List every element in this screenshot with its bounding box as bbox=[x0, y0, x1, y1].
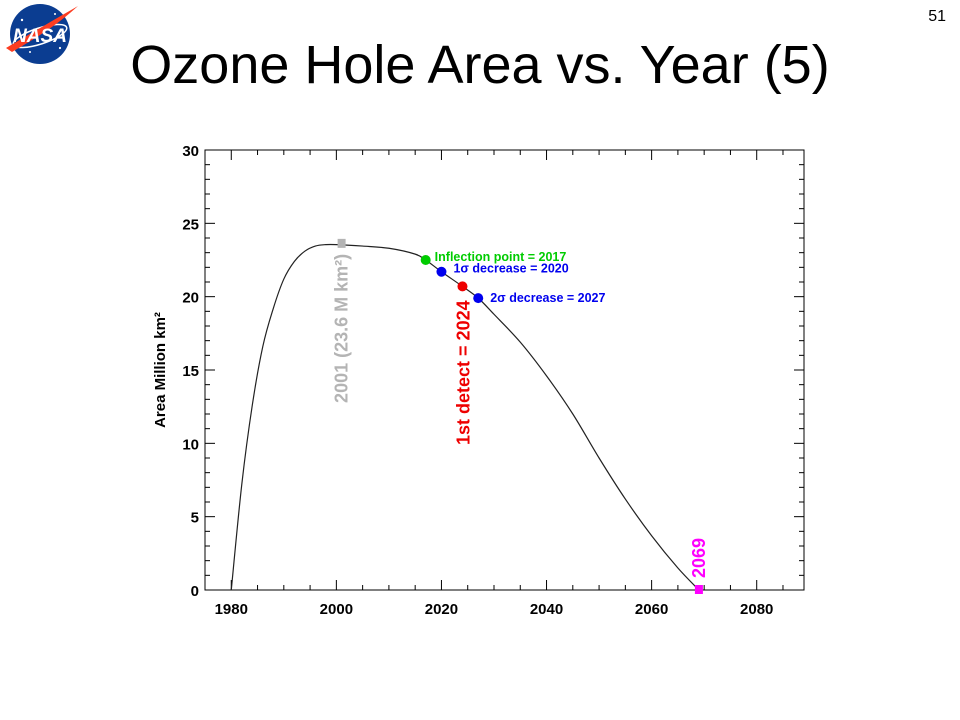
x-tick-label: 2060 bbox=[635, 601, 668, 618]
y-tick-label: 20 bbox=[182, 290, 199, 307]
slide-number: 51 bbox=[928, 8, 946, 25]
label-1sigma-decrease: 1σ decrease = 2020 bbox=[453, 262, 568, 276]
marker-2sigma-decrease bbox=[473, 293, 484, 304]
label-inflection-point: Inflection point = 2017 bbox=[435, 250, 567, 264]
label-2001-peak: 2001 (23.6 M km²) bbox=[332, 254, 352, 403]
marker-2069 bbox=[694, 585, 703, 594]
marker-inflection-point bbox=[420, 255, 431, 265]
y-tick-label: 5 bbox=[191, 510, 199, 527]
x-tick-label: 2040 bbox=[530, 601, 563, 618]
axis-ticks: 1980 2000 2020 2040 2060 2080 0 5 10 15 20 25 30 bbox=[182, 143, 804, 618]
nasa-logo-text: NASA bbox=[13, 26, 67, 47]
x-tick-label: 2020 bbox=[425, 601, 458, 618]
x-tick-label: 2000 bbox=[320, 601, 353, 618]
y-tick-label: 10 bbox=[182, 436, 199, 453]
plot-frame bbox=[204, 149, 805, 591]
ozone-area-curve bbox=[230, 243, 700, 591]
y-tick-label: 30 bbox=[182, 143, 199, 160]
label-2069: 2069 bbox=[689, 538, 709, 578]
x-tick-label: 1980 bbox=[215, 601, 248, 618]
curve-layer bbox=[230, 243, 700, 591]
label-first-detect: 1st detect = 2024 bbox=[453, 300, 473, 445]
marker-1sigma-decrease bbox=[436, 266, 447, 277]
nasa-logo: NASA bbox=[6, 4, 78, 64]
y-tick-label: 0 bbox=[191, 583, 199, 600]
marker-first-detect bbox=[457, 281, 468, 292]
y-axis-label: Area Million km² bbox=[152, 312, 169, 428]
plot-border bbox=[204, 149, 805, 591]
slide-title: Ozone Hole Area vs. Year (5) bbox=[130, 35, 830, 95]
marker-2001-peak bbox=[337, 238, 346, 248]
x-tick-label: 2080 bbox=[740, 601, 773, 618]
label-2sigma-decrease: 2σ decrease = 2027 bbox=[490, 291, 605, 305]
y-tick-label: 25 bbox=[182, 216, 199, 233]
marker-layer: 2001 (23.6 M km²) Inflection point = 2017… bbox=[332, 238, 709, 594]
y-tick-label: 15 bbox=[182, 363, 199, 380]
